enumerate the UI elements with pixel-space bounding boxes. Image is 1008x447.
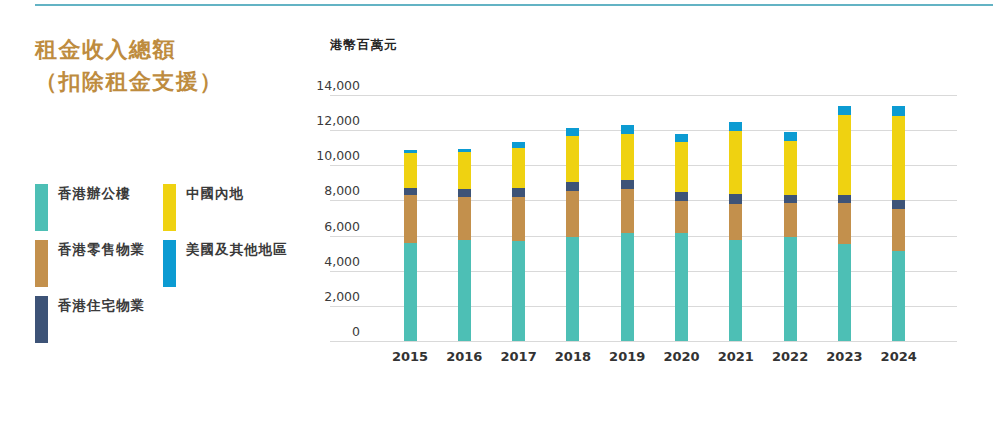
bar-2021-segment-1 (729, 240, 742, 341)
y-tick-label-14000: 14,000 (270, 78, 360, 94)
bar-2021 (729, 122, 742, 341)
bar-2017-segment-4 (512, 148, 525, 189)
bar-chart: 14,000 12,000 10,000 8,000 6,000 4,000 2,000 0 2… (0, 0, 1008, 447)
bar-2019-segment-1 (621, 233, 634, 341)
x-axis-label-2016: 2016 (434, 349, 494, 364)
bar-2019-segment-4 (621, 134, 634, 180)
x-axis-label-2019: 2019 (597, 349, 657, 364)
bar-2016-segment-3 (458, 189, 471, 197)
bar-2015-segment-1 (404, 243, 417, 341)
bar-2016-segment-2 (458, 197, 471, 240)
x-axis-label-2023: 2023 (814, 349, 874, 364)
gridline-12000 (330, 130, 957, 131)
x-axis-label-2024: 2024 (869, 349, 929, 364)
gridline-2000 (330, 306, 957, 307)
bar-2024 (892, 106, 905, 341)
y-tick-label-6000: 6,000 (270, 219, 360, 235)
bar-2019-segment-3 (621, 180, 634, 189)
bar-2018-segment-1 (566, 237, 579, 341)
y-tick-label-8000: 8,000 (270, 183, 360, 199)
bar-2022-segment-3 (784, 195, 797, 203)
bar-2024-segment-5 (892, 106, 905, 115)
gridline-0 (330, 341, 957, 342)
bar-2017 (512, 142, 525, 341)
bar-2015-segment-3 (404, 188, 417, 195)
bar-2024-segment-1 (892, 251, 905, 341)
bar-2016 (458, 149, 471, 341)
bar-2024-segment-3 (892, 200, 905, 208)
bar-2018-segment-5 (566, 128, 579, 136)
bar-2018-segment-4 (566, 136, 579, 182)
bar-2015 (404, 150, 417, 341)
x-axis-label-2018: 2018 (543, 349, 603, 364)
bar-2018-segment-3 (566, 182, 579, 191)
bar-2023-segment-4 (838, 115, 851, 195)
bar-2018-segment-2 (566, 191, 579, 237)
bar-2023-segment-3 (838, 195, 851, 203)
bar-2022-segment-4 (784, 141, 797, 195)
bar-2016-segment-4 (458, 152, 471, 189)
bar-2020-segment-3 (675, 192, 688, 201)
bar-2023 (838, 106, 851, 341)
bar-2020 (675, 134, 688, 341)
bar-2023-segment-2 (838, 203, 851, 245)
bar-2015-segment-4 (404, 153, 417, 188)
bar-2021-segment-5 (729, 122, 742, 131)
x-axis-label-2020: 2020 (652, 349, 712, 364)
bar-2022-segment-2 (784, 203, 797, 237)
bar-2023-segment-5 (838, 106, 851, 115)
bar-2017-segment-3 (512, 188, 525, 197)
bar-2020-segment-1 (675, 233, 688, 341)
bar-2020-segment-5 (675, 134, 688, 142)
bar-2019 (621, 125, 634, 341)
bar-2021-segment-4 (729, 131, 742, 194)
gridline-4000 (330, 271, 957, 272)
y-tick-label-12000: 12,000 (270, 113, 360, 129)
y-tick-label-4000: 4,000 (270, 254, 360, 270)
bar-2015-segment-2 (404, 195, 417, 242)
gridline-10000 (330, 165, 957, 166)
bar-2023-segment-1 (838, 244, 851, 340)
bar-2020-segment-4 (675, 142, 688, 192)
gridline-6000 (330, 236, 957, 237)
bar-2020-segment-2 (675, 201, 688, 233)
bar-2022-segment-5 (784, 132, 797, 140)
bar-2019-segment-2 (621, 189, 634, 232)
bar-2019-segment-5 (621, 125, 634, 134)
bar-2016-segment-1 (458, 240, 471, 341)
y-tick-label-0: 0 (270, 324, 360, 340)
bar-2022 (784, 132, 797, 341)
x-axis-label-2021: 2021 (706, 349, 766, 364)
bar-2024-segment-4 (892, 116, 905, 201)
bar-2024-segment-2 (892, 209, 905, 251)
x-axis-label-2017: 2017 (489, 349, 549, 364)
x-axis-label-2015: 2015 (380, 349, 440, 364)
gridline-8000 (330, 200, 957, 201)
x-axis-label-2022: 2022 (760, 349, 820, 364)
bar-2017-segment-2 (512, 197, 525, 241)
gridline-14000 (330, 95, 957, 96)
bar-2021-segment-2 (729, 204, 742, 240)
bar-2021-segment-3 (729, 194, 742, 203)
bar-2022-segment-1 (784, 237, 797, 341)
bar-2018 (566, 128, 579, 341)
y-tick-label-10000: 10,000 (270, 148, 360, 164)
y-tick-label-2000: 2,000 (270, 289, 360, 305)
bar-2017-segment-1 (512, 241, 525, 341)
